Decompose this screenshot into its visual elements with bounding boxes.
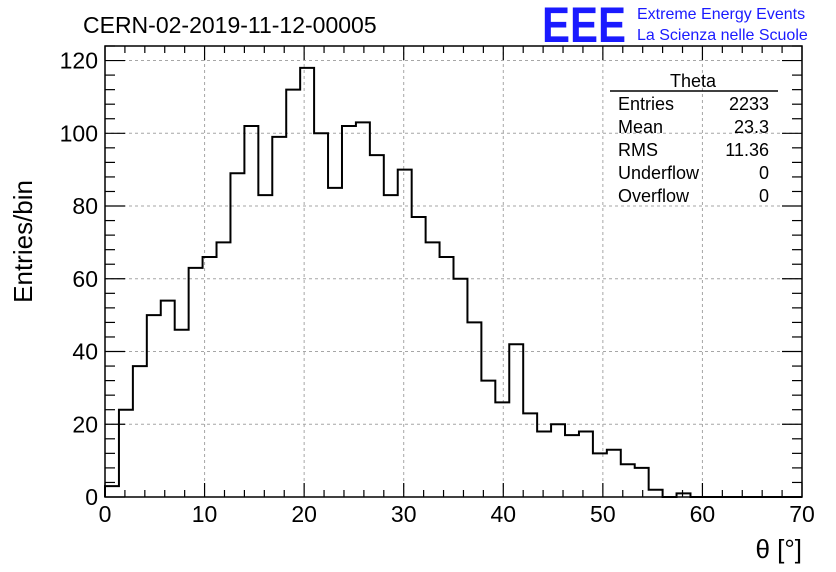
x-tick-label: 30 bbox=[391, 501, 417, 527]
eee-logo: EEE bbox=[542, 0, 626, 53]
stats-row-label: Mean bbox=[618, 117, 663, 137]
logo-line-2: La Scienza nelle Scuole bbox=[637, 27, 808, 44]
stats-row-value: 11.36 bbox=[725, 140, 769, 160]
x-tick-labels: 0 10 20 30 40 50 60 70 bbox=[99, 501, 815, 527]
x-tick-label: 0 bbox=[99, 501, 112, 527]
chart-title: CERN-02-2019-11-12-00005 bbox=[83, 12, 377, 38]
x-tick-label: 10 bbox=[192, 501, 218, 527]
axis-ticks bbox=[104, 45, 803, 498]
x-tick-label: 60 bbox=[690, 501, 716, 527]
stats-row-label: Overflow bbox=[618, 186, 690, 206]
stats-row-value: 0 bbox=[759, 163, 769, 183]
y-tick-label: 40 bbox=[72, 339, 98, 365]
stats-title: Theta bbox=[670, 71, 717, 91]
y-tick-labels: 0 20 40 60 80 100 120 bbox=[60, 48, 98, 510]
y-tick-label: 80 bbox=[72, 193, 98, 219]
stats-rows: Entries 2233 Mean 23.3 RMS 11.36 Underflow 0 Ove… bbox=[618, 94, 769, 206]
x-axis-label: θ [°] bbox=[755, 534, 802, 564]
plot-frame bbox=[104, 45, 803, 498]
y-axis-label: Entries/bin bbox=[8, 180, 38, 303]
stats-row-label: Underflow bbox=[618, 163, 700, 183]
y-tick-label: 0 bbox=[85, 484, 98, 510]
x-tick-label: 20 bbox=[291, 501, 317, 527]
y-tick-label: 120 bbox=[60, 48, 98, 74]
stats-row-value: 2233 bbox=[729, 94, 769, 114]
y-tick-label: 100 bbox=[60, 120, 98, 146]
x-tick-label: 70 bbox=[789, 501, 815, 527]
stats-box: Theta Entries 2233 Mean 23.3 RMS 11.36 Underfl… bbox=[610, 71, 778, 206]
histogram-outline bbox=[104, 66, 802, 498]
stats-row-label: Entries bbox=[618, 94, 674, 114]
y-tick-label: 20 bbox=[72, 411, 98, 437]
x-tick-label: 40 bbox=[490, 501, 516, 527]
x-tick-label: 50 bbox=[590, 501, 616, 527]
stats-row-value: 0 bbox=[759, 186, 769, 206]
y-tick-label: 60 bbox=[72, 266, 98, 292]
stats-row-value: 23.3 bbox=[734, 117, 769, 137]
grid bbox=[105, 46, 802, 497]
logo-line-1: Extreme Energy Events bbox=[637, 6, 805, 23]
stats-row-label: RMS bbox=[618, 140, 658, 160]
